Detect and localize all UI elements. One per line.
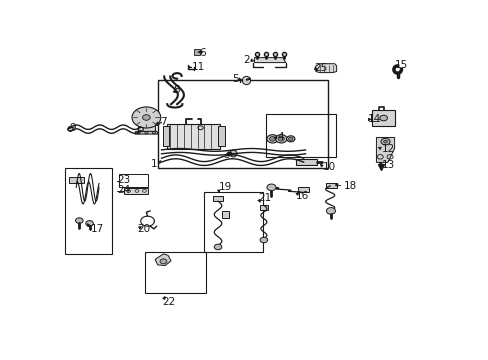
Bar [218, 126, 225, 146]
Text: 3: 3 [223, 150, 229, 161]
Circle shape [260, 237, 267, 243]
Text: 9: 9 [69, 123, 76, 133]
Circle shape [380, 138, 389, 145]
Bar [119, 174, 148, 187]
Circle shape [132, 107, 161, 128]
Text: 20: 20 [137, 225, 150, 234]
Text: 2: 2 [243, 55, 249, 65]
Text: 15: 15 [394, 60, 407, 70]
Text: 13: 13 [381, 160, 394, 170]
Text: 7: 7 [159, 117, 166, 127]
Circle shape [214, 244, 222, 250]
Bar [326, 183, 336, 188]
Circle shape [379, 115, 386, 121]
Circle shape [326, 208, 335, 214]
Text: 21: 21 [258, 193, 271, 203]
Text: 25: 25 [314, 63, 327, 73]
Text: 24: 24 [117, 185, 130, 194]
Text: 5: 5 [232, 74, 239, 84]
Bar [65, 168, 112, 255]
Bar [204, 192, 263, 252]
Text: 23: 23 [117, 175, 130, 185]
Bar [68, 177, 84, 183]
Text: 4: 4 [277, 132, 283, 143]
Circle shape [269, 136, 275, 141]
Text: 6: 6 [199, 48, 205, 58]
Bar [265, 114, 335, 157]
Bar [158, 80, 327, 168]
Bar [167, 123, 220, 149]
Text: 17: 17 [90, 224, 104, 234]
Bar [123, 188, 148, 194]
Circle shape [288, 137, 292, 140]
Bar [297, 187, 308, 192]
Text: 8: 8 [173, 85, 179, 95]
Circle shape [278, 136, 284, 141]
Text: 10: 10 [322, 162, 335, 172]
Text: 12: 12 [381, 144, 394, 153]
Text: 11: 11 [191, 62, 204, 72]
Bar [259, 205, 267, 210]
Text: 18: 18 [343, 181, 356, 191]
Bar [163, 126, 169, 146]
Circle shape [160, 259, 166, 264]
Text: 16: 16 [296, 191, 309, 201]
Circle shape [286, 136, 294, 142]
Polygon shape [376, 138, 394, 162]
Polygon shape [254, 58, 285, 63]
Text: 1: 1 [151, 159, 158, 169]
Circle shape [142, 115, 150, 120]
Bar [296, 158, 316, 165]
Circle shape [266, 135, 278, 143]
Bar [212, 196, 223, 201]
Polygon shape [155, 254, 171, 266]
Bar [138, 119, 154, 131]
Polygon shape [135, 131, 158, 134]
Circle shape [75, 218, 83, 223]
Circle shape [275, 135, 286, 143]
Circle shape [85, 221, 93, 226]
Text: 22: 22 [163, 297, 176, 307]
Circle shape [383, 140, 386, 143]
Polygon shape [315, 64, 336, 73]
Bar [145, 252, 205, 293]
Bar [222, 211, 228, 218]
Text: 14: 14 [367, 114, 381, 125]
Text: 19: 19 [218, 183, 231, 192]
Circle shape [266, 184, 275, 191]
Bar [371, 110, 395, 126]
